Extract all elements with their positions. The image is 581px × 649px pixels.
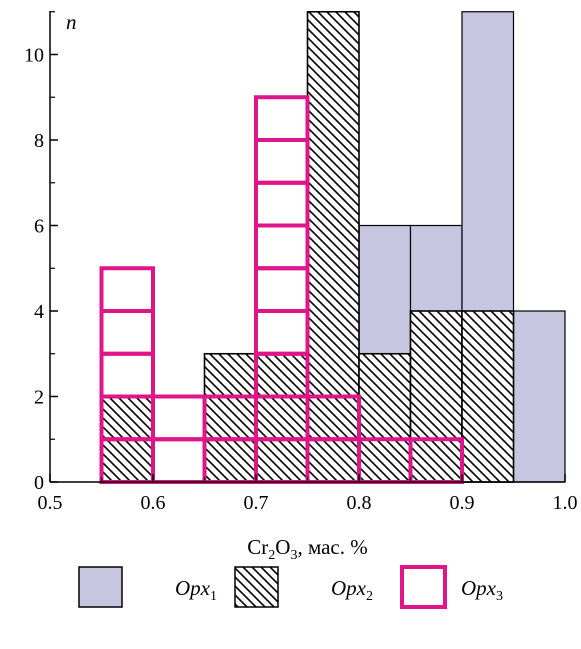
opx2-bar xyxy=(255,352,309,483)
opx3-cell xyxy=(254,180,310,228)
opx3-cell xyxy=(99,309,155,356)
x-tick-label: 1.0 xyxy=(553,492,578,514)
opx3-cell xyxy=(254,223,310,271)
opx3-cell xyxy=(151,394,207,442)
x-tick-label: 0.9 xyxy=(450,492,475,514)
x-axis-label: Cr2O3, мас. % xyxy=(247,535,367,563)
opx2-bar xyxy=(358,352,412,483)
opx3-cell xyxy=(254,138,310,185)
opx3-bars xyxy=(99,95,464,484)
x-tick-label: 0.5 xyxy=(38,492,63,514)
legend: Opx1 Opx2 Opx3 xyxy=(78,565,503,609)
y-tick-label: 6 xyxy=(34,216,44,238)
x-tick-label: 0.8 xyxy=(347,492,372,514)
axes: 0.5 0.6 0.7 0.8 0.9 1.0 0 2 4 6 8 10 n Cr2O3, мас. % xyxy=(24,10,578,563)
opx2-bar xyxy=(203,352,257,483)
opx3-cell xyxy=(305,394,361,442)
y-tick-label: 0 xyxy=(34,472,44,494)
x-tick-label: 0.7 xyxy=(244,492,269,514)
x-tick-label: 0.6 xyxy=(141,492,166,514)
legend-swatch-opx3 xyxy=(400,565,447,609)
opx1-bar xyxy=(512,310,566,483)
opx2-bar xyxy=(409,310,463,483)
y-tick-label: 8 xyxy=(34,130,44,152)
legend-swatch-opx1 xyxy=(78,566,123,608)
opx3-cell xyxy=(254,309,310,356)
opx3-cell xyxy=(99,266,155,313)
legend-label-opx3: Opx3 xyxy=(461,576,503,604)
opx3-cell xyxy=(254,95,310,142)
opx2-bar xyxy=(306,11,360,483)
opx3-cell xyxy=(254,266,310,313)
opx2-bar xyxy=(461,310,515,483)
y-tick-label: 2 xyxy=(34,387,44,409)
y-axis-label: n xyxy=(66,10,77,34)
y-tick-label: 4 xyxy=(34,301,44,323)
legend-label-opx2: Opx2 xyxy=(331,576,373,604)
y-tick-label: 10 xyxy=(24,45,44,67)
opx3-cell xyxy=(151,437,207,484)
opx3-cell xyxy=(99,351,155,399)
legend-label-opx1: Opx1 xyxy=(175,576,217,604)
legend-swatch-opx2 xyxy=(234,566,279,608)
